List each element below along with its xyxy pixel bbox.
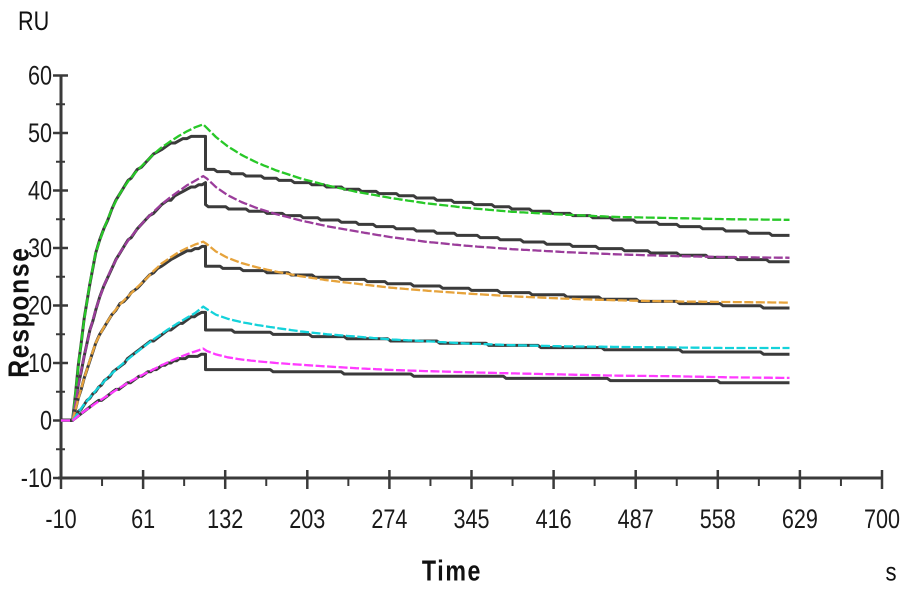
svg-text:345: 345 bbox=[453, 505, 489, 535]
x-tick-label: 61 bbox=[131, 505, 155, 535]
x-axis-title: Time bbox=[421, 555, 483, 588]
svg-text:558: 558 bbox=[700, 505, 736, 535]
svg-text:487: 487 bbox=[618, 505, 654, 535]
x-tick-label: 700 bbox=[864, 505, 900, 535]
svg-text:61: 61 bbox=[131, 505, 155, 535]
y-tick-label: 60 bbox=[28, 61, 52, 91]
y-tick-label: 50 bbox=[28, 119, 52, 149]
series-fit-3 bbox=[61, 244, 790, 422]
y-tick-label: 40 bbox=[28, 176, 52, 206]
axes bbox=[58, 75, 882, 480]
svg-text:20: 20 bbox=[28, 291, 52, 321]
x-tick-label: 558 bbox=[700, 505, 736, 535]
y-tick-label: 10 bbox=[28, 349, 52, 379]
series-conc-3-orange bbox=[61, 240, 790, 422]
svg-text:-10: -10 bbox=[45, 505, 76, 535]
series-fit-2 bbox=[61, 181, 790, 422]
series-conc-1-green bbox=[61, 123, 790, 422]
x-tick-label: 487 bbox=[618, 505, 654, 535]
series-conc-5-magenta bbox=[61, 347, 790, 422]
svg-text:60: 60 bbox=[28, 61, 52, 91]
y-ticks: -10 0 10 20 30 40 50 60 bbox=[21, 61, 68, 494]
x-tick-label: 629 bbox=[782, 505, 818, 535]
x-tick-label: 132 bbox=[207, 505, 243, 535]
y-tick-label: -10 bbox=[21, 464, 52, 494]
y-tick-label: 20 bbox=[28, 291, 52, 321]
x-tick-label: 345 bbox=[453, 505, 489, 535]
x-ticks: -10 61 132 203 274 345 416 487 558 629 700 bbox=[45, 470, 900, 535]
series-fit-1 bbox=[61, 134, 790, 422]
svg-text:30: 30 bbox=[28, 234, 52, 264]
svg-text:416: 416 bbox=[536, 505, 572, 535]
y-axis-title: Response bbox=[3, 246, 36, 378]
series-fit-5 bbox=[61, 352, 790, 422]
svg-text:10: 10 bbox=[28, 349, 52, 379]
svg-text:-10: -10 bbox=[21, 464, 52, 494]
x-axis-unit-label: s bbox=[885, 556, 897, 587]
x-tick-label: 203 bbox=[289, 505, 325, 535]
svg-text:700: 700 bbox=[864, 505, 900, 535]
svg-text:40: 40 bbox=[28, 176, 52, 206]
y-tick-label: 30 bbox=[28, 234, 52, 264]
svg-text:0: 0 bbox=[40, 406, 52, 436]
x-tick-label: -10 bbox=[45, 505, 76, 535]
series-group bbox=[61, 123, 790, 422]
x-tick-label: 274 bbox=[371, 505, 407, 535]
svg-text:203: 203 bbox=[289, 505, 325, 535]
series-conc-4-cyan bbox=[61, 305, 790, 422]
y-axis-unit-label: RU bbox=[18, 6, 50, 36]
y-tick-label: 0 bbox=[40, 406, 52, 436]
svg-text:132: 132 bbox=[207, 505, 243, 535]
svg-text:50: 50 bbox=[28, 119, 52, 149]
svg-text:629: 629 bbox=[782, 505, 818, 535]
svg-text:274: 274 bbox=[371, 505, 407, 535]
x-tick-label: 416 bbox=[536, 505, 572, 535]
series-conc-2-purple bbox=[61, 174, 790, 422]
